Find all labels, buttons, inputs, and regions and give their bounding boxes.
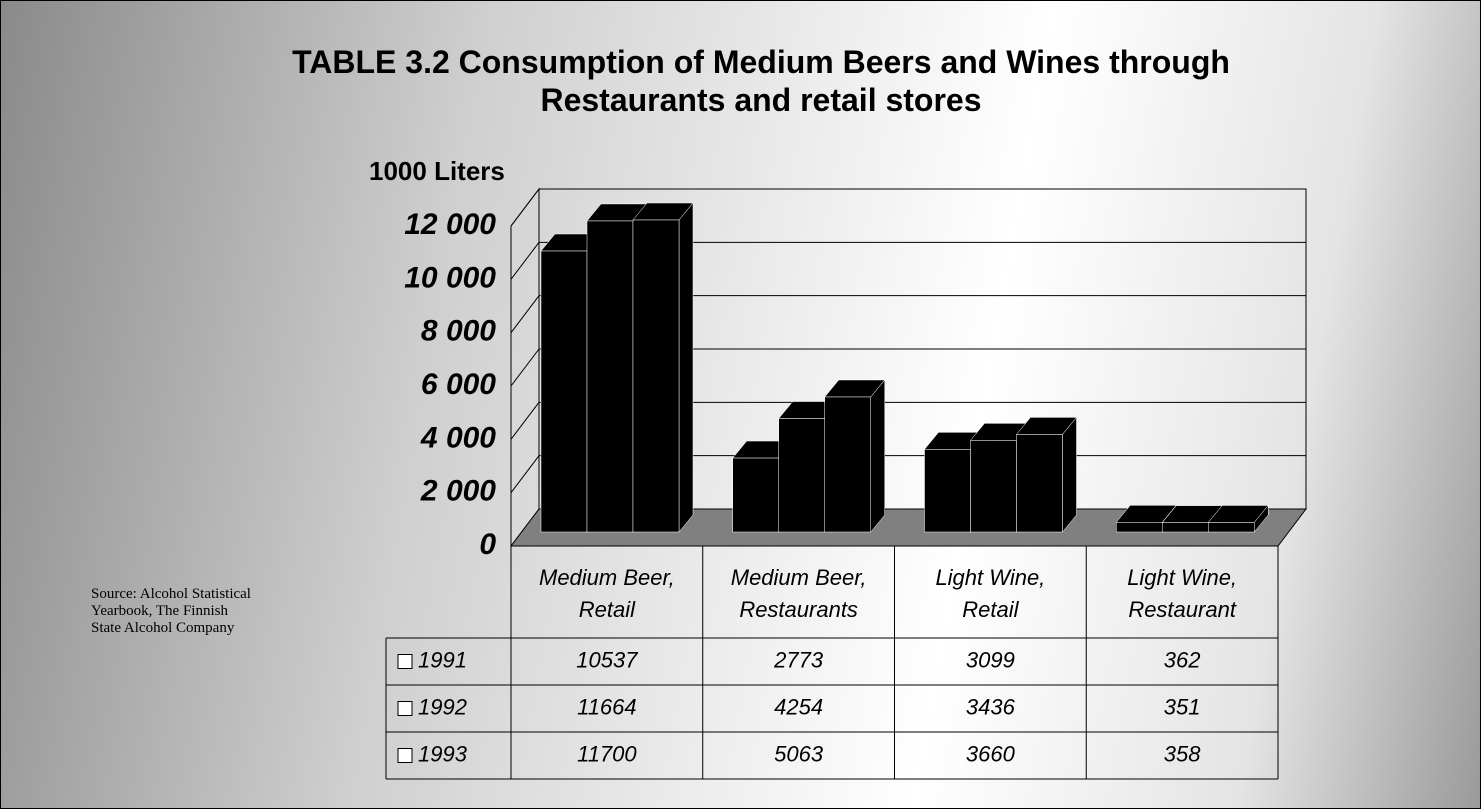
x-tick-label: Medium Beer, Retail bbox=[539, 565, 675, 622]
grid-line bbox=[510, 348, 540, 387]
bar-front bbox=[970, 440, 1017, 533]
label-line: Restaurant bbox=[1128, 597, 1237, 622]
label-line: Medium Beer, bbox=[539, 565, 675, 590]
x-tick-label: Light Wine, Retail bbox=[935, 565, 1045, 622]
bar-side bbox=[678, 202, 694, 533]
y-tick-label: 4 000 bbox=[420, 421, 496, 454]
legend-label: 1992 bbox=[418, 694, 467, 719]
table-value: 351 bbox=[1164, 694, 1201, 719]
label-line: Light Wine, bbox=[1127, 565, 1237, 590]
bar-front bbox=[632, 219, 680, 533]
table-value: 362 bbox=[1164, 647, 1201, 672]
chart-title: TABLE 3.2 Consumption of Medium Beers an… bbox=[292, 44, 1230, 118]
bar-side bbox=[1062, 416, 1077, 533]
bar-front bbox=[1208, 522, 1255, 533]
bar-front bbox=[1016, 434, 1063, 533]
bar-front bbox=[540, 250, 588, 533]
table-value: 11700 bbox=[577, 741, 637, 766]
label-line: Medium Beer, bbox=[731, 565, 867, 590]
grid-line bbox=[510, 402, 540, 440]
bar-front bbox=[1162, 522, 1209, 533]
table-value: 4254 bbox=[774, 694, 823, 719]
grid-line bbox=[510, 242, 540, 280]
table-value: 358 bbox=[1164, 741, 1201, 766]
y-tick-label: 6 000 bbox=[421, 368, 496, 401]
table-value: 3436 bbox=[966, 694, 1016, 719]
grid-line bbox=[510, 455, 540, 493]
table-value: 3099 bbox=[966, 647, 1015, 672]
legend-label: 1993 bbox=[418, 741, 468, 766]
legend-swatch bbox=[397, 748, 413, 763]
table-value: 2773 bbox=[773, 647, 824, 672]
bar bbox=[1207, 504, 1269, 533]
label-line: Retail bbox=[579, 597, 636, 622]
bar-front bbox=[824, 396, 871, 533]
x-tick-label: Light Wine, Restaurant bbox=[1127, 565, 1237, 622]
table-value: 5063 bbox=[774, 741, 824, 766]
legend-label: 1991 bbox=[418, 647, 467, 672]
bar bbox=[1015, 416, 1078, 533]
bar-front bbox=[778, 418, 825, 533]
label-line: Retail bbox=[962, 597, 1019, 622]
y-tick-label: 12 000 bbox=[404, 208, 496, 241]
legend-swatch bbox=[397, 701, 413, 716]
bar-front bbox=[1116, 522, 1163, 533]
bar-front bbox=[586, 220, 634, 533]
label-line: Light Wine, bbox=[935, 565, 1045, 590]
table-value: 11664 bbox=[577, 694, 637, 719]
bar bbox=[632, 202, 694, 533]
bar-side bbox=[870, 379, 885, 533]
y-tick-label: 8 000 bbox=[421, 315, 496, 348]
y-tick-label: 0 bbox=[479, 528, 496, 561]
y-axis-label: 1000 Liters bbox=[369, 156, 505, 186]
grid-line bbox=[510, 188, 540, 227]
bar-front bbox=[924, 449, 971, 533]
bar bbox=[824, 379, 886, 533]
source-note: Source: Alcohol Statistical Yearbook, Th… bbox=[91, 586, 251, 636]
label-line: Restaurants bbox=[739, 597, 858, 622]
x-tick-label: Medium Beer, Restaurants bbox=[731, 565, 867, 622]
y-tick-label: 2 000 bbox=[420, 475, 496, 508]
legend-swatch bbox=[397, 654, 413, 669]
table-value: 3660 bbox=[966, 741, 1016, 766]
grid-line bbox=[510, 295, 540, 333]
table-value: 10537 bbox=[576, 647, 638, 672]
bar-front bbox=[732, 457, 779, 533]
y-tick-label: 10 000 bbox=[404, 261, 496, 294]
